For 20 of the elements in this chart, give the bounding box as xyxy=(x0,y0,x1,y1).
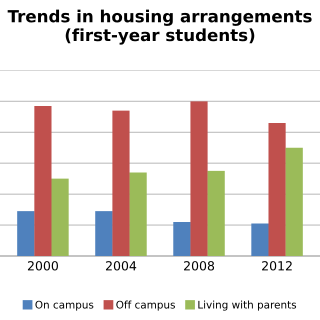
bar xyxy=(95,211,112,256)
bar xyxy=(112,110,130,256)
bar xyxy=(190,101,208,256)
legend-label: Living with parents xyxy=(198,300,296,311)
bar xyxy=(34,106,52,256)
x-tick-label: 2012 xyxy=(262,261,292,271)
bar xyxy=(286,148,303,256)
bar xyxy=(52,178,69,256)
bar xyxy=(130,172,147,256)
chart-title: Trends in housing arrangements (first-year students) xyxy=(8,10,312,45)
x-tick-label: 2004 xyxy=(106,261,136,271)
bar xyxy=(268,122,286,256)
legend-label: On campus xyxy=(35,300,94,311)
bar xyxy=(173,222,190,256)
bar xyxy=(251,224,268,256)
x-tick-label: 2000 xyxy=(28,261,58,271)
bar xyxy=(17,211,34,256)
bar xyxy=(208,170,225,256)
legend-label: Off campus xyxy=(116,300,175,311)
x-tick-label: 2008 xyxy=(184,261,214,271)
